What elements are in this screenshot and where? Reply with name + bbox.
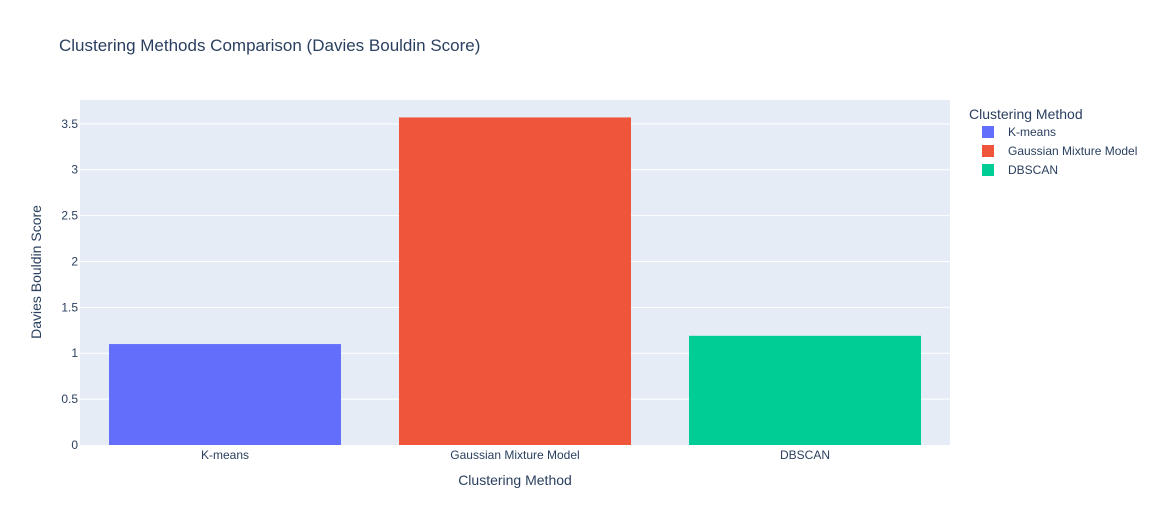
x-tick-label: DBSCAN [780, 448, 830, 462]
y-axis-title: Davies Bouldin Score [28, 205, 44, 339]
bar-dbscan [689, 335, 921, 445]
legend-label: DBSCAN [1008, 163, 1058, 177]
bar-k-means [109, 344, 341, 445]
y-tick-label: 1.5 [61, 300, 78, 314]
y-tick-label: 3 [71, 163, 78, 177]
y-axis-ticks: 0 0.5 1 1.5 2 2.5 3 3.5 [61, 117, 78, 452]
legend-swatch [982, 126, 994, 138]
legend-label: Gaussian Mixture Model [1008, 144, 1137, 158]
x-axis-ticks: K-means Gaussian Mixture Model DBSCAN [201, 448, 830, 462]
legend-label: K-means [1008, 125, 1056, 139]
legend: Clustering Method K-means Gaussian Mixtur… [969, 106, 1137, 177]
x-tick-label: K-means [201, 448, 249, 462]
x-axis-title: Clustering Method [458, 472, 572, 488]
bar-gaussian-mixture-model [399, 117, 631, 446]
y-tick-label: 0 [71, 438, 78, 452]
chart-title: Clustering Methods Comparison (Davies Bo… [59, 36, 480, 55]
x-tick-label: Gaussian Mixture Model [450, 448, 579, 462]
y-tick-label: 1 [71, 346, 78, 360]
y-tick-label: 3.5 [61, 117, 78, 131]
y-tick-label: 2.5 [61, 209, 78, 223]
y-tick-label: 2 [71, 254, 78, 268]
legend-swatch [982, 164, 994, 176]
y-tick-label: 0.5 [61, 392, 78, 406]
legend-swatch [982, 145, 994, 157]
bars [109, 117, 921, 446]
legend-title: Clustering Method [969, 106, 1083, 122]
